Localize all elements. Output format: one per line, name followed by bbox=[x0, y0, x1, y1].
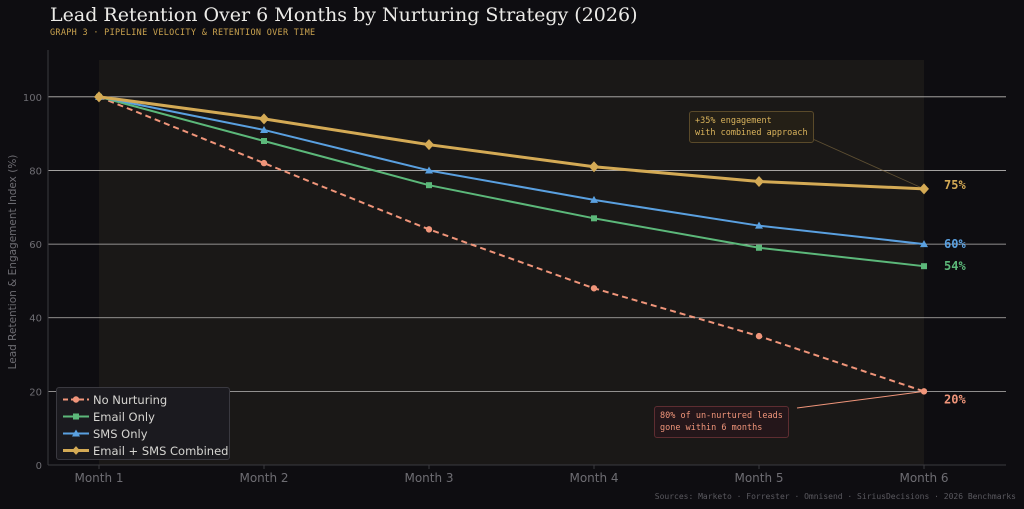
data-point bbox=[921, 263, 927, 270]
legend-item-combined: Email + SMS Combined bbox=[57, 442, 229, 459]
data-point bbox=[590, 285, 598, 292]
legend-item-sms-only: SMS Only bbox=[57, 425, 229, 442]
series-line-2 bbox=[98, 95, 925, 246]
legend-item-no-nurturing: No Nurturing bbox=[57, 391, 229, 408]
series-line-0 bbox=[98, 95, 925, 393]
data-point bbox=[425, 226, 433, 233]
data-point bbox=[920, 240, 928, 248]
annotation-no-nurturing-loss: 80% of un-nurtured leads gone within 6 m… bbox=[654, 406, 789, 438]
legend: No Nurturing Email Only SMS Only Email +… bbox=[56, 387, 230, 460]
end-value-label: 54% bbox=[944, 259, 966, 273]
data-point bbox=[260, 125, 268, 133]
y-tick-label: 100 bbox=[23, 93, 42, 104]
chart-subtitle: GRAPH 3 · PIPELINE VELOCITY & RETENTION … bbox=[50, 28, 316, 38]
x-tick-label: Month 4 bbox=[569, 471, 618, 485]
data-point bbox=[424, 139, 434, 151]
sources-footnote: Sources: Marketo · Forrester · Omnisend … bbox=[654, 492, 1016, 501]
data-point bbox=[756, 244, 762, 251]
y-tick-label: 80 bbox=[29, 166, 42, 177]
y-tick-label: 40 bbox=[29, 314, 42, 325]
y-tick-label: 20 bbox=[29, 387, 42, 398]
data-point bbox=[589, 161, 599, 173]
legend-label: SMS Only bbox=[93, 426, 148, 441]
legend-label: Email Only bbox=[93, 409, 155, 424]
x-tick-label: Month 6 bbox=[899, 471, 948, 485]
x-tick-label: Month 5 bbox=[734, 471, 783, 485]
legend-swatch-marker bbox=[72, 396, 80, 403]
series-line-3 bbox=[98, 95, 925, 191]
legend-label: Email + SMS Combined bbox=[93, 443, 229, 458]
x-tick-label: Month 2 bbox=[239, 471, 288, 485]
chart-title: Lead Retention Over 6 Months by Nurturin… bbox=[50, 4, 638, 26]
data-point bbox=[755, 332, 763, 340]
legend-swatch-marker bbox=[73, 413, 79, 420]
data-point bbox=[426, 182, 432, 189]
legend-swatch-sms-only bbox=[63, 429, 89, 437]
y-axis-label: Lead Retention & Engagement Index (%) bbox=[7, 155, 19, 370]
legend-item-email-only: Email Only bbox=[57, 408, 229, 425]
end-value-label: 60% bbox=[944, 237, 966, 251]
y-tick-label: 0 bbox=[36, 461, 42, 472]
data-point bbox=[919, 183, 929, 195]
data-point bbox=[259, 113, 269, 125]
legend-swatch-combined bbox=[63, 446, 89, 455]
x-tick-label: Month 3 bbox=[404, 471, 453, 485]
legend-label: No Nurturing bbox=[93, 392, 168, 407]
data-point bbox=[755, 221, 763, 229]
data-point bbox=[261, 138, 267, 144]
data-point bbox=[94, 91, 104, 103]
annotation-leader-no-nurturing bbox=[796, 390, 925, 409]
data-point bbox=[920, 388, 928, 395]
data-point bbox=[425, 166, 433, 174]
end-value-label: 75% bbox=[944, 178, 966, 192]
data-point bbox=[591, 215, 597, 222]
legend-swatch-marker bbox=[72, 446, 80, 455]
data-point bbox=[260, 159, 268, 167]
data-point bbox=[590, 195, 598, 203]
legend-swatch-no-nurturing bbox=[63, 396, 89, 403]
data-point bbox=[754, 176, 764, 187]
legend-swatch-email-only bbox=[63, 413, 89, 420]
x-tick-label: Month 1 bbox=[74, 471, 123, 485]
legend-swatch-marker bbox=[72, 429, 80, 437]
series-line-1 bbox=[98, 95, 925, 268]
annotation-combined-engagement: +35% engagement with combined approach bbox=[689, 111, 814, 143]
end-value-label: 20% bbox=[944, 392, 966, 406]
y-tick-label: 60 bbox=[29, 240, 42, 251]
annotation-leader-combined bbox=[805, 135, 925, 190]
